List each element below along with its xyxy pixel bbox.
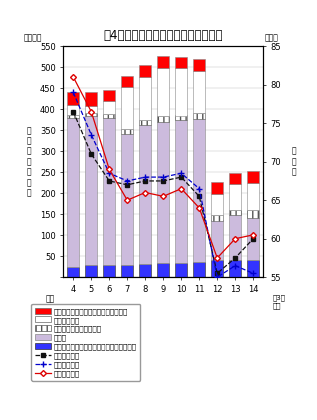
Bar bbox=[68, 118, 79, 267]
Bar bbox=[211, 194, 223, 215]
Bar bbox=[158, 68, 169, 116]
Legend: 死亡・不詳の者等（臨床研修医含む）, 左記以外の者, 一時的な仕事に就いた者, 就職者, 進学者（就職し、かつ進学した者を含む）, 就職率（計）, 就職率（男）: 死亡・不詳の者等（臨床研修医含む）, 左記以外の者, 一時的な仕事に就いた者, … bbox=[31, 304, 140, 381]
Bar bbox=[86, 92, 97, 106]
Bar bbox=[103, 114, 115, 118]
Bar bbox=[103, 90, 115, 101]
Bar bbox=[193, 119, 205, 262]
Bar bbox=[211, 220, 223, 260]
Bar bbox=[139, 65, 151, 77]
Text: 進
路
別
卒
業
者
数: 進 路 別 卒 業 者 数 bbox=[26, 126, 31, 197]
Bar bbox=[68, 115, 79, 118]
Text: 平成: 平成 bbox=[45, 294, 55, 304]
Bar bbox=[158, 262, 169, 277]
Bar bbox=[175, 262, 187, 277]
Bar bbox=[193, 113, 205, 119]
Bar bbox=[103, 101, 115, 114]
Bar bbox=[103, 118, 115, 265]
Bar bbox=[121, 87, 133, 129]
Bar bbox=[211, 215, 223, 220]
Bar bbox=[193, 262, 205, 277]
Bar bbox=[175, 57, 187, 68]
Bar bbox=[103, 265, 115, 277]
Bar bbox=[121, 129, 133, 134]
Bar bbox=[247, 210, 259, 218]
Bar bbox=[230, 184, 241, 210]
Bar bbox=[247, 260, 259, 277]
Bar bbox=[68, 92, 79, 105]
Bar bbox=[175, 116, 187, 120]
Bar bbox=[158, 116, 169, 122]
Bar bbox=[86, 265, 97, 277]
Bar bbox=[211, 182, 223, 194]
Bar bbox=[68, 105, 79, 115]
Bar bbox=[139, 125, 151, 264]
Bar bbox=[121, 134, 133, 265]
Bar bbox=[230, 173, 241, 184]
Bar bbox=[139, 120, 151, 125]
Bar bbox=[230, 210, 241, 215]
Bar bbox=[193, 71, 205, 113]
Bar bbox=[68, 267, 79, 277]
Text: （千人）: （千人） bbox=[23, 34, 42, 43]
Text: 年3月
卒業: 年3月 卒業 bbox=[273, 294, 286, 309]
Bar bbox=[193, 59, 205, 71]
Bar bbox=[139, 77, 151, 120]
Bar bbox=[211, 260, 223, 277]
Bar bbox=[175, 120, 187, 262]
Text: 就
職
率: 就 職 率 bbox=[292, 147, 296, 176]
Bar bbox=[121, 265, 133, 277]
Bar bbox=[158, 56, 169, 68]
Bar bbox=[86, 113, 97, 116]
Bar bbox=[230, 215, 241, 260]
Bar bbox=[158, 122, 169, 262]
Bar bbox=[175, 68, 187, 116]
Bar bbox=[230, 260, 241, 277]
Bar bbox=[86, 116, 97, 265]
Bar bbox=[86, 106, 97, 113]
Bar bbox=[247, 218, 259, 260]
Title: 围4　大学（学部）卒業者の進路状況: 围4 大学（学部）卒業者の進路状況 bbox=[104, 29, 223, 42]
Bar bbox=[139, 264, 151, 277]
Bar bbox=[247, 171, 259, 183]
Text: （％）: （％） bbox=[265, 34, 279, 43]
Bar bbox=[121, 76, 133, 87]
Bar bbox=[247, 183, 259, 210]
